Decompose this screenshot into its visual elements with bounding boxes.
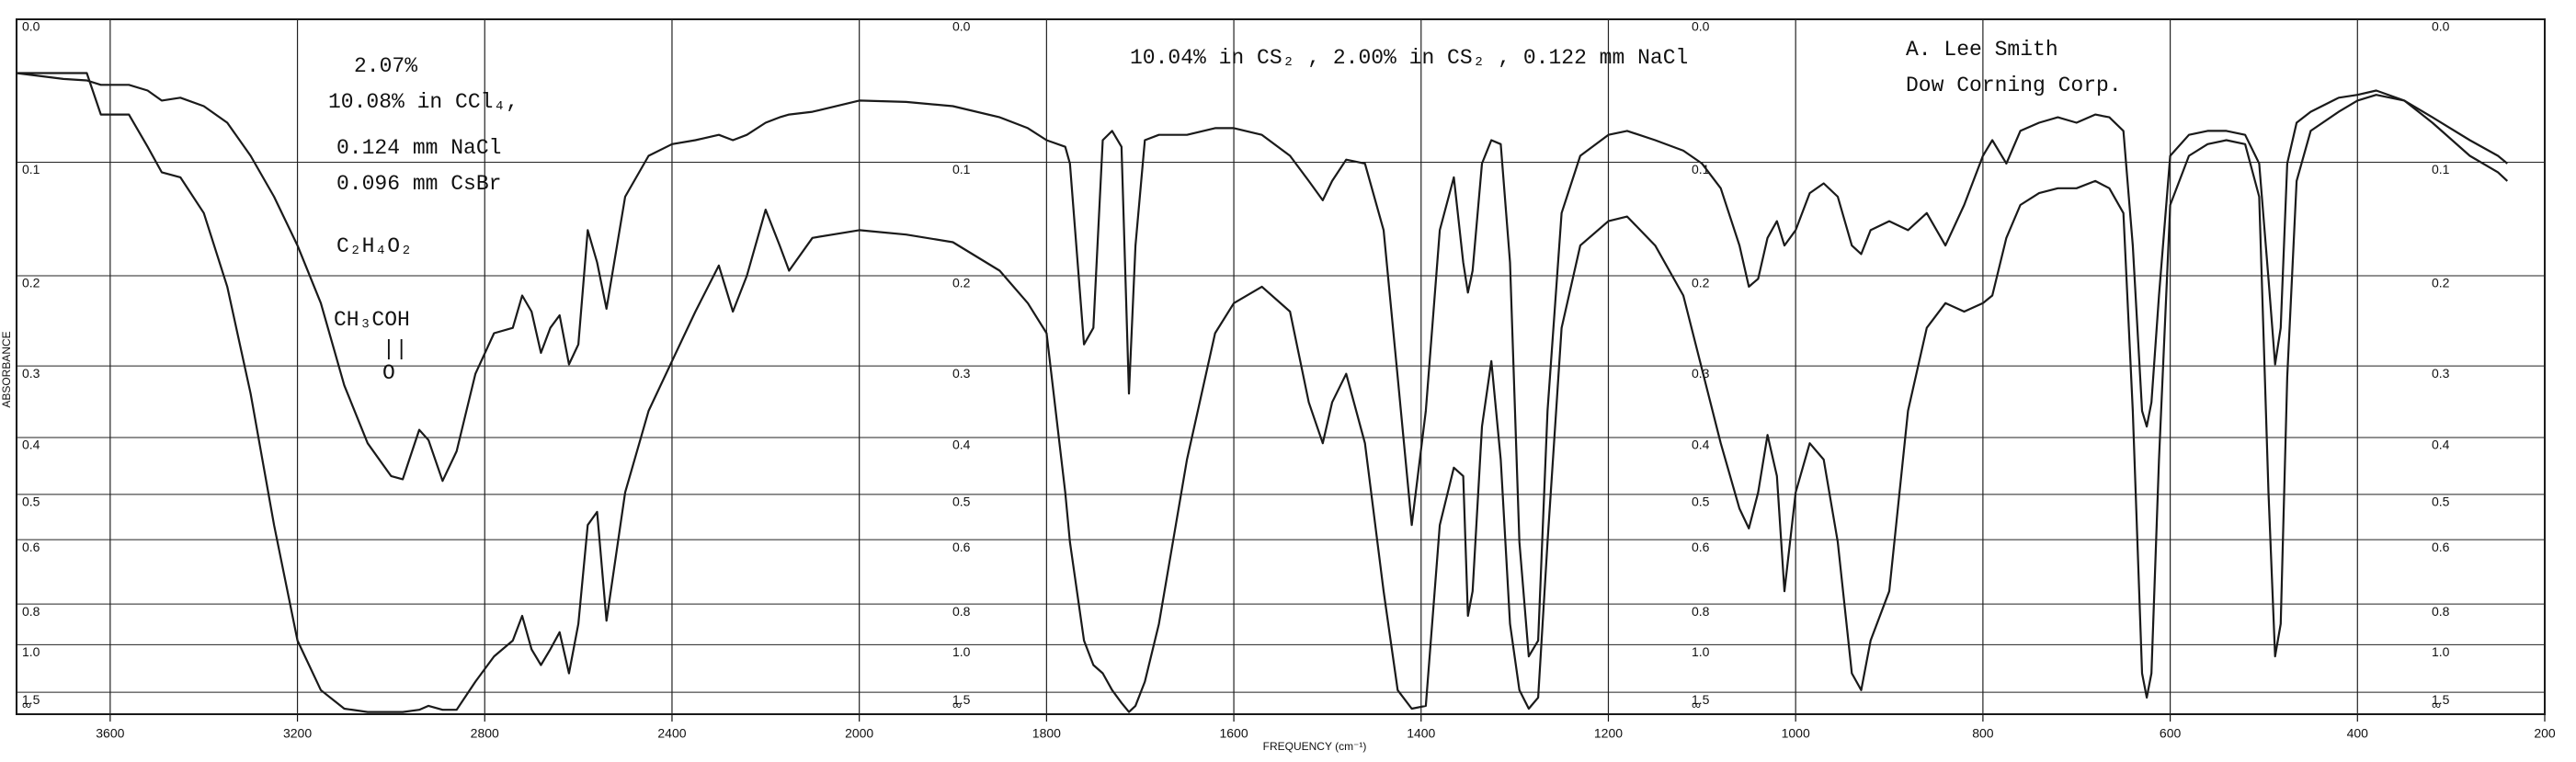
y-tick-label: ∞	[1692, 698, 1701, 712]
y-tick-label: 0.6	[22, 540, 40, 554]
x-tick-label: 2800	[471, 726, 499, 741]
y-tick-label: 1.0	[1692, 644, 1710, 659]
annotation: A. Lee Smith	[1906, 38, 2058, 62]
x-tick-label: 1400	[1407, 726, 1435, 741]
x-tick-label: 1000	[1782, 726, 1810, 741]
y-tick-label: 0.6	[1692, 540, 1710, 554]
y-tick-label: ∞	[2432, 698, 2441, 712]
y-tick-label: 0.1	[22, 162, 40, 176]
x-tick-label: 1200	[1594, 726, 1623, 741]
y-tick-label: 0.6	[952, 540, 971, 554]
y-tick-label: 1.0	[952, 644, 971, 659]
x-tick-label: 3200	[283, 726, 312, 741]
x-tick-label: 400	[2347, 726, 2369, 741]
x-tick-label: 800	[1972, 726, 1994, 741]
plot-frame	[16, 18, 2546, 715]
y-tick-label: 0.5	[22, 495, 40, 509]
y-tick-label: 0.8	[1692, 604, 1710, 619]
y-tick-label: 0.6	[2432, 540, 2450, 554]
y-tick-label: 0.1	[2432, 162, 2450, 176]
y-tick-label: 1.5	[952, 692, 971, 707]
y-tick-label: 1.5	[22, 692, 40, 707]
x-axis-label: FREQUENCY (cm⁻¹)	[1263, 740, 1367, 753]
y-tick-label: 0.1	[1692, 162, 1710, 176]
x-tick-label: 200	[2534, 726, 2556, 741]
y-tick-label: ∞	[22, 698, 31, 712]
y-tick-label: 1.0	[2432, 644, 2450, 659]
y-tick-label: 0.3	[22, 366, 40, 381]
y-tick-label: 0.1	[952, 162, 971, 176]
annotation: 10.08% in CCl₄,	[328, 90, 519, 114]
y-tick-label: 0.3	[952, 366, 971, 381]
annotation: C₂H₄O₂	[336, 234, 413, 258]
x-tick-label: 1800	[1032, 726, 1061, 741]
annotation: 10.04% in CS₂ , 2.00% in CS₂ , 0.122 mm …	[1130, 46, 1688, 70]
annotation: 2.07%	[354, 54, 417, 78]
y-tick-label: 0.0	[952, 19, 971, 34]
y-tick-label: 0.4	[1692, 438, 1710, 452]
y-tick-label: 1.5	[2432, 692, 2450, 707]
y-tick-label: 0.8	[952, 604, 971, 619]
y-tick-label: 0.0	[22, 19, 40, 34]
annotation: ||	[382, 337, 408, 361]
y-tick-label: 0.5	[952, 495, 971, 509]
y-tick-label: 0.0	[1692, 19, 1710, 34]
y-tick-label: 0.2	[22, 276, 40, 290]
y-tick-label: 0.4	[2432, 438, 2450, 452]
y-tick-label: 0.8	[2432, 604, 2450, 619]
y-tick-label: 0.4	[22, 438, 40, 452]
y-tick-label: 0.3	[2432, 366, 2450, 381]
y-tick-label: 0.0	[2432, 19, 2450, 34]
y-tick-label: 0.3	[1692, 366, 1710, 381]
y-tick-label: 1.5	[1692, 692, 1710, 707]
x-tick-label: 2000	[845, 726, 873, 741]
y-tick-label: ∞	[952, 698, 962, 712]
x-tick-label: 3600	[96, 726, 124, 741]
y-tick-label: 0.2	[1692, 276, 1710, 290]
y-axis-label: ABSORBANCE	[0, 331, 13, 407]
annotation: O	[382, 361, 395, 385]
spectrum-line	[16, 72, 2508, 658]
x-tick-label: 2400	[657, 726, 686, 741]
annotation: 0.096 mm CsBr	[336, 172, 501, 196]
y-tick-label: 0.2	[2432, 276, 2450, 290]
y-tick-label: 0.5	[1692, 495, 1710, 509]
y-tick-label: 0.8	[22, 604, 40, 619]
y-tick-label: 0.2	[952, 276, 971, 290]
x-tick-label: 600	[2160, 726, 2182, 741]
spectrum-line	[17, 72, 2509, 713]
annotation: 0.124 mm NaCl	[336, 136, 501, 160]
y-tick-label: 0.4	[952, 438, 971, 452]
annotation: Dow Corning Corp.	[1906, 74, 2122, 97]
y-tick-label: 1.0	[22, 644, 40, 659]
y-tick-label: 0.5	[2432, 495, 2450, 509]
annotation: CH₃COH	[334, 308, 410, 332]
x-tick-label: 1600	[1219, 726, 1248, 741]
